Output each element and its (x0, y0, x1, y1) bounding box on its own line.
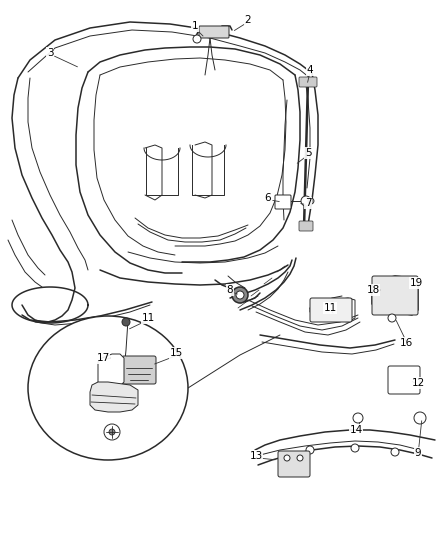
Circle shape (351, 444, 359, 452)
Circle shape (109, 429, 115, 435)
Circle shape (306, 446, 314, 454)
Text: 11: 11 (323, 303, 337, 313)
Polygon shape (90, 382, 138, 412)
Circle shape (284, 455, 290, 461)
Circle shape (353, 413, 363, 423)
Text: 12: 12 (411, 378, 424, 388)
Circle shape (236, 291, 244, 299)
Text: 17: 17 (96, 353, 110, 363)
Circle shape (122, 318, 130, 326)
Text: 1: 1 (192, 21, 198, 31)
Text: 16: 16 (399, 338, 413, 348)
Text: 13: 13 (249, 451, 263, 461)
Ellipse shape (28, 316, 188, 460)
Text: 11: 11 (141, 313, 155, 323)
FancyBboxPatch shape (122, 356, 156, 384)
Circle shape (388, 314, 396, 322)
Circle shape (301, 196, 311, 206)
Circle shape (232, 287, 248, 303)
Circle shape (308, 198, 314, 204)
FancyBboxPatch shape (278, 451, 310, 477)
FancyBboxPatch shape (299, 221, 313, 231)
Text: 2: 2 (245, 15, 251, 25)
Text: 6: 6 (265, 193, 271, 203)
Text: 4: 4 (307, 65, 313, 75)
Circle shape (414, 412, 426, 424)
FancyBboxPatch shape (372, 276, 418, 315)
Circle shape (297, 455, 303, 461)
FancyBboxPatch shape (299, 77, 317, 87)
Text: 8: 8 (227, 285, 233, 295)
Text: 15: 15 (170, 348, 183, 358)
Text: 7: 7 (305, 198, 311, 208)
FancyBboxPatch shape (199, 26, 229, 38)
Circle shape (193, 35, 201, 43)
FancyBboxPatch shape (310, 298, 352, 322)
Text: 14: 14 (350, 425, 363, 435)
Text: 19: 19 (410, 278, 423, 288)
FancyBboxPatch shape (275, 195, 291, 209)
Circle shape (104, 424, 120, 440)
Circle shape (391, 448, 399, 456)
Text: 18: 18 (366, 285, 380, 295)
Text: 5: 5 (305, 148, 311, 158)
Polygon shape (98, 354, 124, 388)
Text: 3: 3 (47, 48, 53, 58)
Text: 9: 9 (415, 448, 421, 458)
FancyBboxPatch shape (388, 366, 420, 394)
